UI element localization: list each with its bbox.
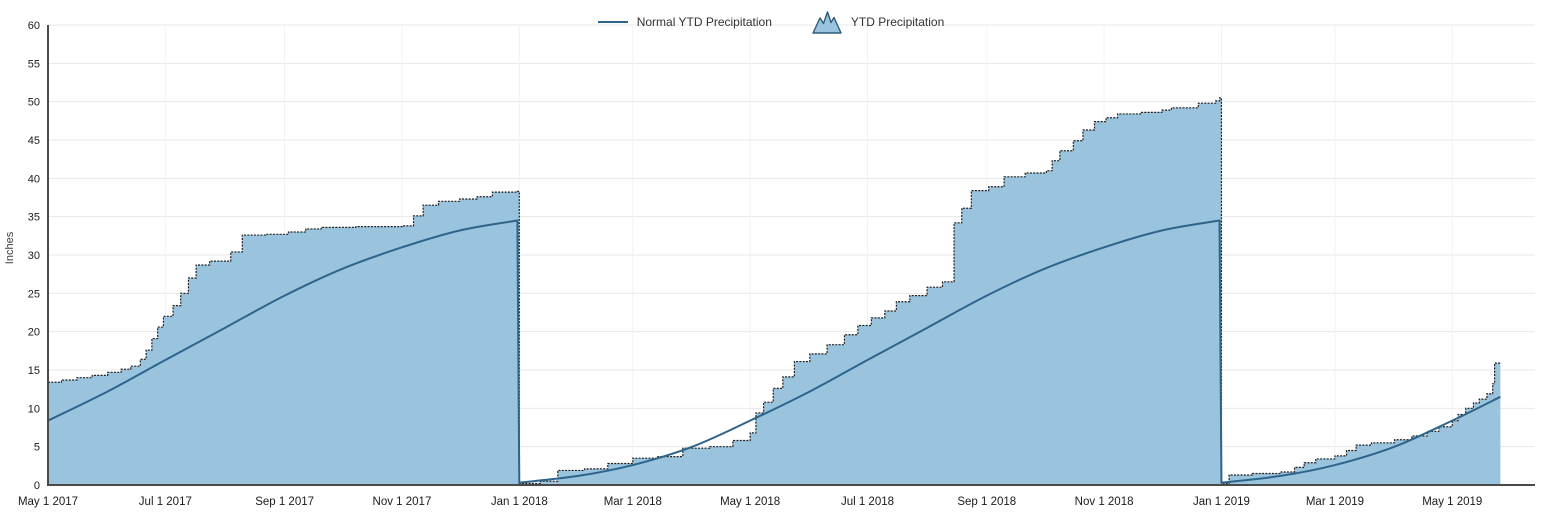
x-tick-label: Sep 1 2017 — [255, 496, 314, 508]
x-tick-label: Jul 1 2018 — [841, 496, 894, 508]
x-tick-label: May 1 2018 — [720, 496, 780, 508]
y-tick-label: 15 — [28, 365, 40, 377]
y-tick-label: 60 — [28, 20, 40, 32]
line-swatch-icon — [597, 21, 628, 23]
y-tick-label: 40 — [28, 173, 40, 185]
legend-label-normal-ytd: Normal YTD Precipitation — [636, 15, 772, 29]
x-tick-label: Nov 1 2017 — [373, 496, 432, 508]
y-axis-title: Inches — [4, 231, 16, 264]
y-tick-label: 30 — [28, 250, 40, 262]
y-tick-label: 55 — [28, 58, 40, 70]
chart-legend: Normal YTD Precipitation YTD Precipitati… — [0, 5, 1542, 39]
x-tick-label: Mar 1 2019 — [1306, 496, 1364, 508]
y-tick-label: 5 — [34, 442, 40, 454]
y-tick-label: 25 — [28, 288, 40, 300]
y-tick-label: 10 — [28, 403, 40, 415]
normal-line — [47, 219, 1501, 484]
x-tick-label: May 1 2019 — [1422, 496, 1482, 508]
y-tick-label: 20 — [28, 327, 40, 339]
x-tick-label: Nov 1 2018 — [1075, 496, 1134, 508]
x-tick-label: May 1 2017 — [18, 496, 78, 508]
legend-item-ytd[interactable]: YTD Precipitation — [812, 9, 944, 35]
ytd-area-fill — [48, 97, 1501, 485]
y-tick-label: 0 — [34, 480, 40, 492]
x-tick-label: Jan 1 2018 — [491, 496, 548, 508]
y-tick-label: 35 — [28, 212, 40, 224]
x-tick-label: Sep 1 2018 — [957, 496, 1016, 508]
y-tick-label: 45 — [28, 135, 40, 147]
area-swatch-icon — [812, 11, 842, 34]
legend-item-normal-ytd[interactable]: Normal YTD Precipitation — [597, 15, 772, 29]
y-tick-label: 50 — [28, 97, 40, 109]
x-tick-label: Mar 1 2018 — [604, 496, 662, 508]
x-tick-label: Jan 1 2019 — [1193, 496, 1250, 508]
legend-label-ytd: YTD Precipitation — [850, 15, 945, 29]
x-tick-label: Jul 1 2017 — [139, 496, 192, 508]
